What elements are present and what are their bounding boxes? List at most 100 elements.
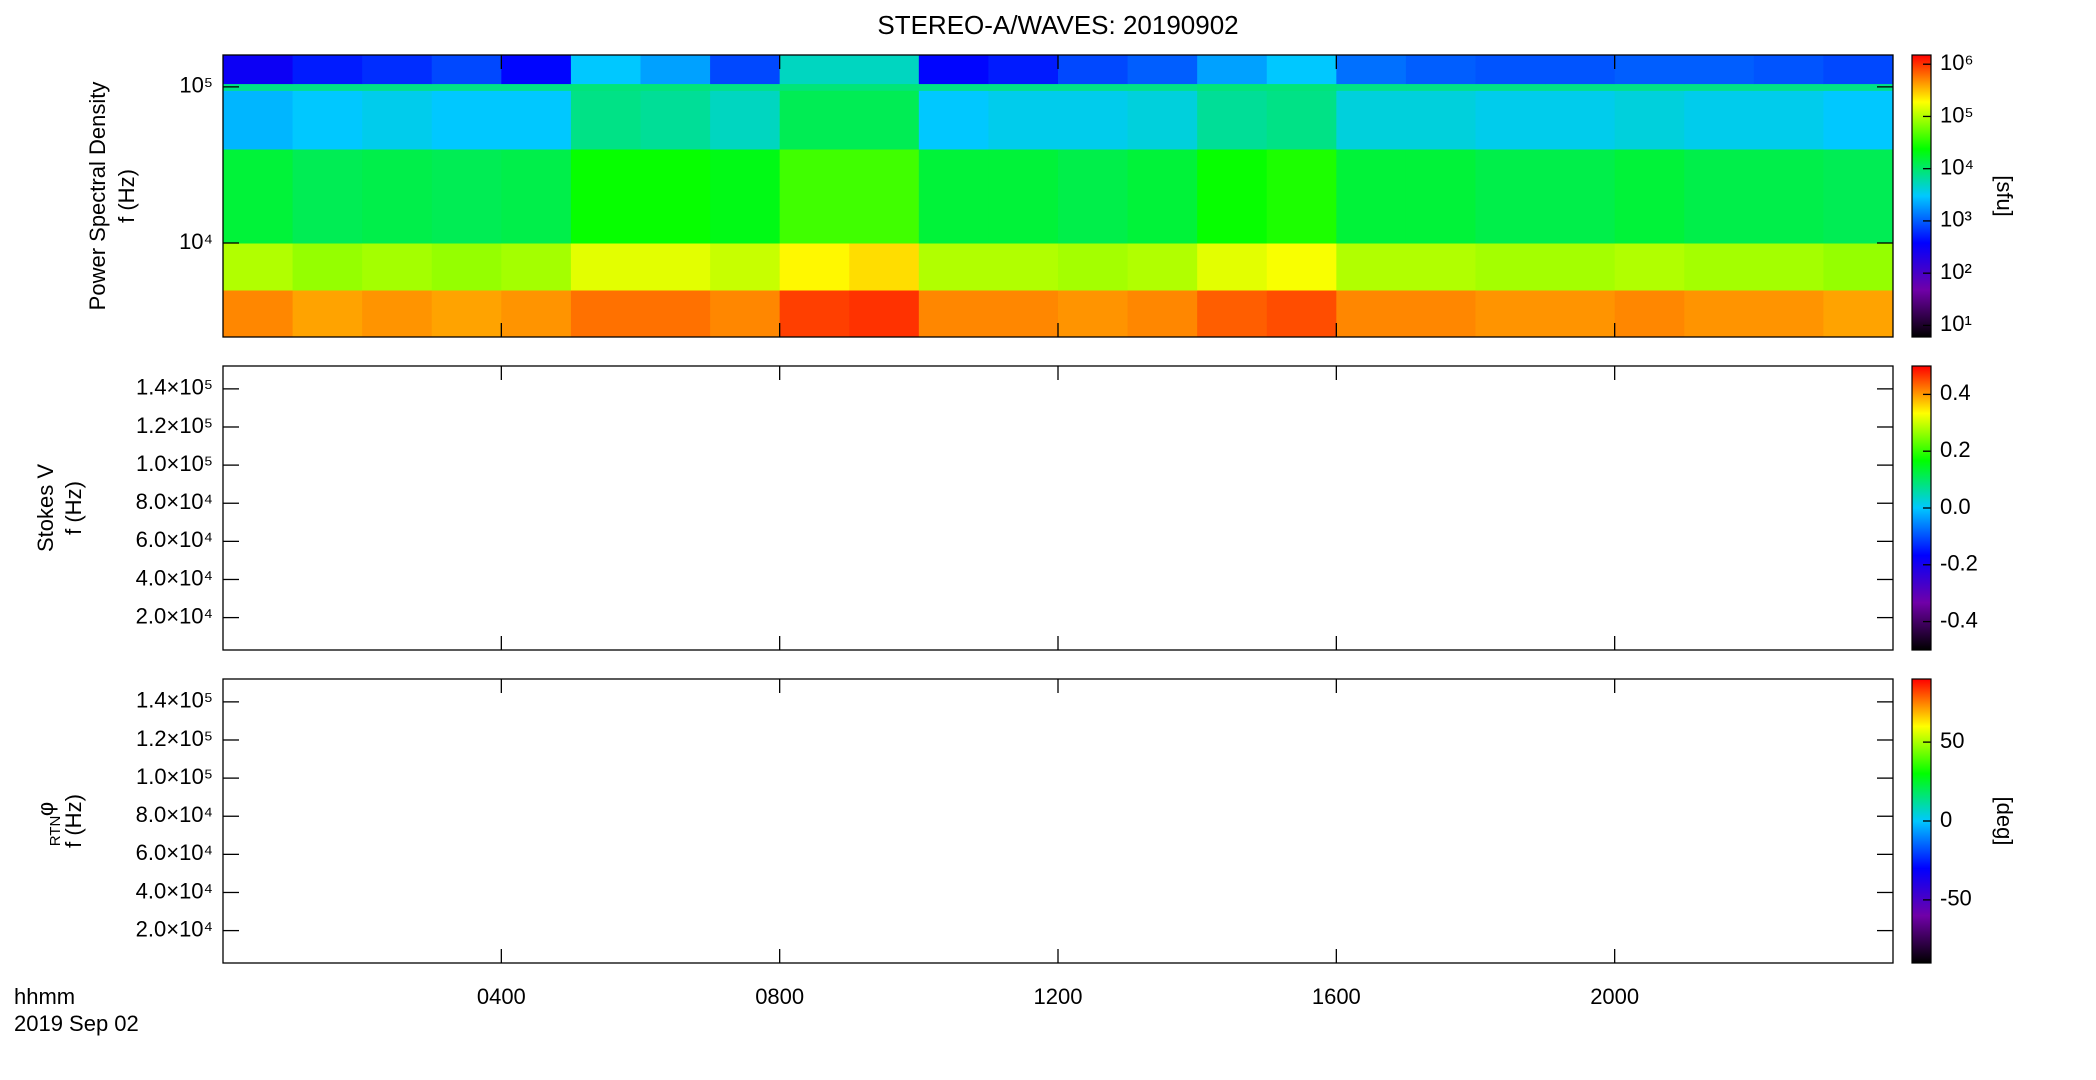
heatmap-cell <box>1197 290 1268 338</box>
heatmap-cell <box>1405 149 1476 244</box>
heatmap-cell <box>918 83 989 91</box>
heatmap-cell <box>1266 243 1337 291</box>
heatmap-cell <box>223 243 294 291</box>
colorbar-tick-label: 0 <box>1940 807 1952 832</box>
heatmap-cell <box>1614 290 1685 338</box>
heatmap-cell <box>1058 55 1129 85</box>
x-tick-label: 2000 <box>1590 984 1639 1009</box>
heatmap-cell <box>1405 55 1476 85</box>
heatmap-cell <box>1684 90 1755 150</box>
y-tick-label: 2.0×10⁴ <box>136 603 213 628</box>
heatmap-cell <box>710 149 781 244</box>
heatmap-cell <box>292 149 363 244</box>
heatmap-cell <box>1823 90 1894 150</box>
heatmap-cell <box>1475 149 1546 244</box>
heatmap-cell <box>431 243 502 291</box>
heatmap-cell <box>1405 243 1476 291</box>
heatmap-cell <box>570 55 641 85</box>
x-tick-label: 0400 <box>477 984 526 1009</box>
heatmap-cell <box>501 55 572 85</box>
heatmap-cell <box>1058 243 1129 291</box>
heatmap-cell <box>1684 290 1755 338</box>
heatmap-cell <box>1197 149 1268 244</box>
heatmap-cell <box>1405 83 1476 91</box>
x-tick-label: 1600 <box>1312 984 1361 1009</box>
heatmap-cell <box>1336 83 1407 91</box>
heatmap-cell <box>779 149 850 244</box>
y-tick-label: 8.0×10⁴ <box>136 802 213 827</box>
x-tick-label: 1200 <box>1034 984 1083 1009</box>
heatmap-cell <box>570 290 641 338</box>
heatmap-cell <box>1336 149 1407 244</box>
y-axis-label: Stokes V <box>33 464 58 552</box>
colorbar-tick-label: 10² <box>1940 259 1972 284</box>
heatmap-cell <box>1266 149 1337 244</box>
heatmap-cell <box>431 55 502 85</box>
heatmap-cell <box>362 55 433 85</box>
y-axis-label: Power Spectral Density <box>85 82 110 311</box>
heatmap-cell <box>1614 90 1685 150</box>
heatmap-cell <box>362 90 433 150</box>
heatmap-cell <box>223 83 294 91</box>
colorbar-tick-label: 0.2 <box>1940 437 1971 462</box>
y-tick-label: 1.0×10⁵ <box>136 451 213 476</box>
heatmap-cell <box>988 90 1059 150</box>
heatmap-cell <box>1058 290 1129 338</box>
heatmap-cell <box>1475 290 1546 338</box>
heatmap-cell <box>431 149 502 244</box>
y-tick-label: 10⁵ <box>179 73 213 98</box>
y-tick-label: 1.2×10⁵ <box>136 726 213 751</box>
heatmap-cell <box>1266 90 1337 150</box>
heatmap-cell <box>1753 243 1824 291</box>
heatmap-cell <box>1336 90 1407 150</box>
heatmap-cell <box>1266 55 1337 85</box>
heatmap-cell <box>1823 243 1894 291</box>
heatmap-cell <box>1614 55 1685 85</box>
heatmap-cell <box>849 55 920 85</box>
heatmap-cell <box>1266 290 1337 338</box>
y-tick-label: 6.0×10⁴ <box>136 527 213 552</box>
heatmap-cell <box>1684 83 1755 91</box>
heatmap-cell <box>779 290 850 338</box>
heatmap-cell <box>988 83 1059 91</box>
heatmap-cell <box>1545 149 1616 244</box>
heatmap-cell <box>1684 243 1755 291</box>
heatmap-cell <box>779 55 850 85</box>
heatmap-cell <box>1614 83 1685 91</box>
heatmap-cell <box>1614 243 1685 291</box>
heatmap-cell <box>1058 83 1129 91</box>
colorbar-tick-label: -0.2 <box>1940 551 1978 576</box>
y-tick-label: 4.0×10⁴ <box>136 565 213 590</box>
heatmap-cell <box>292 290 363 338</box>
heatmap-cell <box>988 55 1059 85</box>
heatmap-cell <box>362 290 433 338</box>
colorbar-tick-label: -0.4 <box>1940 607 1978 632</box>
heatmap-cell <box>431 83 502 91</box>
heatmap-cell <box>849 290 920 338</box>
heatmap-cell <box>640 55 711 85</box>
heatmap-cell <box>640 90 711 150</box>
heatmap-cell <box>1058 90 1129 150</box>
heatmap-cell <box>849 243 920 291</box>
heatmap-cell <box>849 83 920 91</box>
heatmap-cell <box>1475 55 1546 85</box>
heatmap-cell <box>1405 90 1476 150</box>
heatmap-cell <box>223 290 294 338</box>
heatmap-cell <box>292 83 363 91</box>
heatmap-cell <box>501 83 572 91</box>
y-tick-label: 8.0×10⁴ <box>136 489 213 514</box>
heatmap-cell <box>1405 290 1476 338</box>
y-tick-label: 1.2×10⁵ <box>136 413 213 438</box>
heatmap-cell <box>918 243 989 291</box>
colorbar-tick-label: 10¹ <box>1940 311 1972 336</box>
y-axis-label: φ <box>33 802 58 816</box>
y-axis-label: f (Hz) <box>61 481 86 535</box>
y-tick-label: 1.4×10⁵ <box>136 375 213 400</box>
heatmap-cell <box>1475 83 1546 91</box>
heatmap-cell <box>1753 83 1824 91</box>
heatmap-cell <box>710 90 781 150</box>
heatmap-cell <box>1266 83 1337 91</box>
y-axis-label-subscript: RTN <box>47 816 64 847</box>
heatmap-cell <box>710 83 781 91</box>
heatmap-cell <box>1684 55 1755 85</box>
